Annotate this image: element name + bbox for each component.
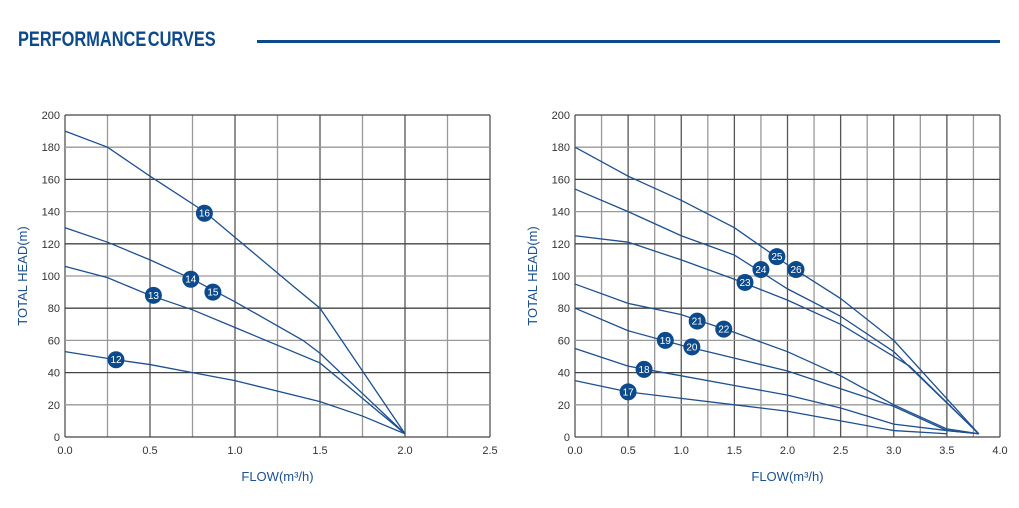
series-label-13: 13	[148, 291, 160, 302]
series-line-25-26	[574, 146, 980, 435]
series-label-16: 16	[199, 209, 211, 220]
series-line-21-22	[574, 283, 979, 435]
series-label-15: 15	[207, 288, 219, 299]
series-badge-13	[144, 286, 162, 304]
series-badge-18	[635, 360, 653, 378]
series-badge-23	[736, 273, 754, 291]
x-tick-label: 2.0	[397, 445, 412, 457]
x-tick-label: 2.5	[833, 445, 848, 457]
series-line-17	[574, 380, 947, 435]
y-axis-label: TOTAL HEAD(m)	[15, 226, 30, 325]
y-tick-label: 180	[552, 142, 570, 154]
series-badge-26	[787, 261, 805, 279]
x-axis-label: FLOW(m³/h)	[241, 469, 313, 484]
series-label-18: 18	[639, 365, 651, 376]
y-tick-label: 60	[558, 335, 570, 347]
y-tick-label: 180	[42, 142, 60, 154]
chart-1: 0.0 0.5 1.0 1.5 2.0 2.5 0 20 40 60 80 100 120 140 160 1…	[15, 110, 498, 484]
y-tick-label: 200	[552, 110, 570, 122]
series-label-12: 12	[110, 355, 122, 366]
series-label-14: 14	[185, 275, 197, 286]
series-badge-24	[752, 261, 770, 279]
y-tick-label: 100	[552, 271, 570, 283]
series-line-23	[574, 235, 980, 435]
y-tick-label: 200	[42, 110, 60, 122]
series-badge-22	[715, 320, 733, 338]
series-label-19: 19	[660, 336, 672, 347]
x-tick-label: 1.0	[674, 445, 689, 457]
series-badge-20	[683, 338, 701, 356]
series-badge-21	[688, 312, 706, 330]
y-tick-label: 80	[48, 303, 60, 315]
series-label-23: 23	[739, 278, 751, 289]
y-tick-label: 0	[54, 432, 60, 444]
y-tick-label: 160	[42, 174, 60, 186]
y-tick-label: 100	[42, 271, 60, 283]
x-tick-label: 4.0	[992, 445, 1007, 457]
series-label-17: 17	[623, 387, 635, 398]
y-tick-label: 140	[42, 207, 60, 219]
y-tick-label: 160	[552, 174, 570, 186]
x-tick-label: 1.0	[227, 445, 242, 457]
title-divider	[257, 40, 1000, 43]
series-line-16	[64, 130, 406, 435]
series-line-19-20	[574, 307, 979, 435]
series-label-22: 22	[718, 325, 730, 336]
x-tick-label: 2.5	[482, 445, 497, 457]
x-tick-label: 2.0	[780, 445, 795, 457]
y-tick-label: 60	[48, 335, 60, 347]
page-title: PERFORMANCE CURVES	[18, 28, 216, 51]
y-tick-label: 20	[558, 400, 570, 412]
series-label-21: 21	[692, 317, 704, 328]
chart-2: 0.0 0.5 1.0 1.5 2.0 2.5 3.0 3.5 4.0 0 20 40 60 80 100 1…	[525, 110, 1008, 484]
y-tick-label: 140	[552, 207, 570, 219]
series-label-20: 20	[686, 342, 698, 353]
y-tick-label: 0	[564, 432, 570, 444]
x-tick-label: 0.0	[567, 445, 582, 457]
x-tick-label: 3.5	[939, 445, 954, 457]
y-tick-label: 120	[42, 239, 60, 251]
series-badge-25	[768, 248, 786, 266]
series-line-24	[574, 188, 980, 435]
x-tick-label: 0.0	[57, 445, 72, 457]
y-tick-label: 40	[48, 368, 60, 380]
y-axis-label: TOTAL HEAD(m)	[525, 226, 540, 325]
series-badge-19	[656, 331, 674, 349]
series-label-25: 25	[771, 252, 783, 263]
y-tick-label: 20	[48, 400, 60, 412]
x-tick-label: 0.5	[620, 445, 635, 457]
y-tick-label: 80	[558, 303, 570, 315]
series-badge-16	[195, 204, 213, 222]
series-label-26: 26	[790, 265, 802, 276]
y-tick-label: 40	[558, 368, 570, 380]
series-label-24: 24	[755, 265, 767, 276]
x-tick-label: 1.5	[727, 445, 742, 457]
series-badge-12	[107, 351, 125, 369]
series-badge-15	[204, 283, 222, 301]
x-tick-label: 3.0	[886, 445, 901, 457]
series-badge-14	[182, 270, 200, 288]
series-badge-17	[619, 383, 637, 401]
y-tick-label: 120	[552, 239, 570, 251]
x-axis-label: FLOW(m³/h)	[751, 469, 823, 484]
series-line-13	[64, 265, 406, 435]
x-tick-label: 0.5	[142, 445, 157, 457]
x-tick-label: 1.5	[312, 445, 327, 457]
